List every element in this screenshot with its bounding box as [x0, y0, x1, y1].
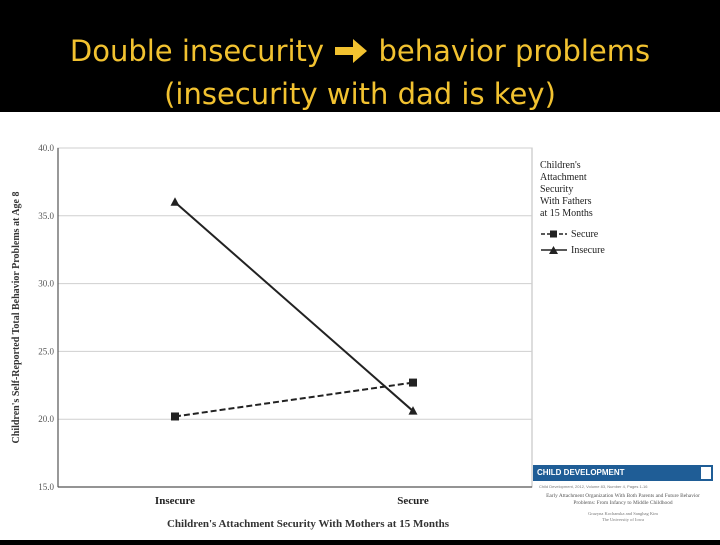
legend-insecure-swatch — [541, 246, 567, 254]
plot-area — [57, 147, 533, 488]
y-tick-label: 25.0 — [38, 346, 54, 356]
x-axis-title: Children's Attachment Security With Moth… — [167, 518, 450, 530]
legend-title-line: at 15 Months — [540, 208, 593, 219]
y-axis-title: Children's Self-Reported Total Behavior … — [11, 192, 22, 444]
right-arrow-icon — [335, 39, 368, 63]
y-tick-label: 15.0 — [38, 482, 54, 492]
legend-title: Children's Attachment Security With Fathers… — [540, 160, 620, 220]
legend-item-insecure: Insecure — [540, 242, 620, 258]
journal-article-title: Early Attachment Organization With Both … — [533, 489, 713, 507]
series-line-insecure — [174, 201, 414, 412]
y-tick-label: 40.0 — [38, 143, 54, 153]
data-point-insecure — [170, 197, 180, 206]
journal-author-line: The University of Iowa — [601, 517, 645, 522]
legend-secure-swatch — [541, 230, 567, 238]
chart-legend: Children's Attachment Security With Fathers… — [540, 160, 620, 258]
journal-title-line: Problems: From Infancy to Middle Childho… — [573, 500, 673, 506]
journal-title-line: Early Attachment Organization With Both … — [546, 493, 700, 499]
journal-authors: Grazyna Kochanska and Sanghag Kim The Un… — [533, 507, 713, 523]
x-tick-label: Insecure — [155, 495, 195, 507]
chart-panel: 15.0 20.0 25.0 30.0 35.0 40.0 Insecure Secure Ch… — [0, 112, 720, 540]
journal-name: CHILD DEVELOPMENT — [537, 468, 625, 477]
title-line-1: Double insecurity behavior problems — [0, 30, 720, 73]
journal-citation: Child Development, 2012, Volume 83, Numb… — [539, 484, 648, 489]
data-point-insecure — [408, 406, 418, 415]
title-part-2: behavior problems — [378, 34, 651, 68]
series-line-secure — [174, 381, 414, 418]
slide-title: Double insecurity behavior problems (ins… — [0, 30, 720, 116]
journal-thumbnail: CHILD DEVELOPMENT Child Development, 201… — [533, 465, 713, 540]
journal-header: CHILD DEVELOPMENT — [533, 465, 713, 481]
journal-logo-box — [701, 467, 711, 479]
legend-title-line: Children's — [540, 160, 581, 171]
legend-title-line: Attachment — [540, 172, 587, 183]
x-tick-label: Secure — [397, 495, 429, 507]
legend-item-secure: Secure — [540, 226, 620, 242]
legend-secure-label: Secure — [571, 228, 599, 240]
data-point-secure — [171, 412, 179, 421]
data-point-secure — [409, 378, 417, 387]
y-tick-label: 35.0 — [38, 211, 54, 221]
y-tick-label: 30.0 — [38, 279, 54, 289]
title-part-1: Double insecurity — [69, 34, 325, 68]
legend-title-line: Security — [540, 184, 574, 195]
legend-insecure-label: Insecure — [571, 244, 605, 256]
journal-author-line: Grazyna Kochanska and Sanghag Kim — [588, 511, 658, 516]
y-tick-label: 20.0 — [38, 414, 54, 424]
title-line-2: (insecurity with dad is key) — [164, 77, 556, 111]
line-chart: 15.0 20.0 25.0 30.0 35.0 40.0 Insecure Secure Ch… — [11, 143, 533, 530]
legend-title-line: With Fathers — [540, 196, 592, 207]
